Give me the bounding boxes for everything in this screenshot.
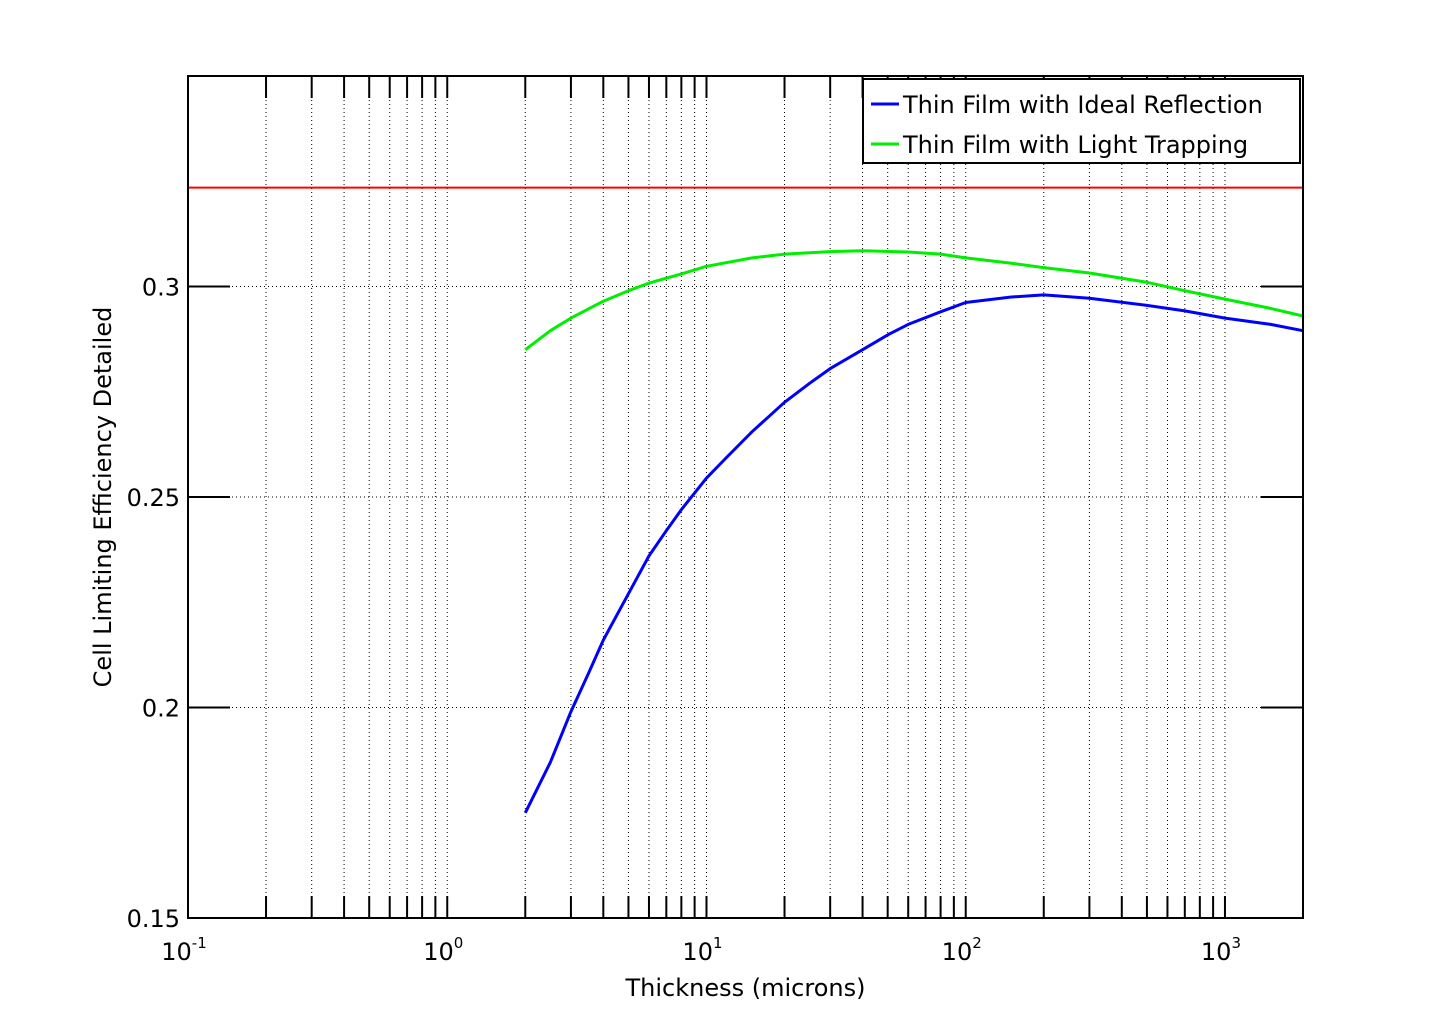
data-layer [188, 186, 1304, 814]
y-tick-label: 0.2 [142, 695, 180, 723]
grid-layer [188, 76, 1303, 918]
x-tick-label: 101 [682, 934, 722, 966]
y-tick-label: 0.25 [127, 484, 180, 512]
x-tick-label: 103 [1201, 934, 1241, 966]
legend-box [862, 78, 1301, 164]
series-line-1 [524, 249, 1304, 351]
legend-label-light-trapping: Thin Film with Light Trapping [902, 131, 1248, 159]
x-axis-title: Thickness (microns) [625, 974, 866, 1002]
x-tick-label: 100 [423, 934, 463, 966]
y-axis-title: Cell Limiting Efficiency Detailed [89, 307, 117, 688]
legend-label-ideal-reflection: Thin Film with Ideal Reflection [902, 91, 1263, 119]
legend: Thin Film with Ideal Reflection Thin Fil… [862, 78, 1301, 164]
plot-area-frame [187, 75, 1304, 919]
x-tick-label: 10-1 [161, 934, 207, 966]
y-tick-label: 0.15 [127, 905, 180, 933]
x-tick-label: 102 [942, 934, 982, 966]
tick-label-layer: 0.15 0.2 0.25 0.3 10-1 100 101 102 103 [127, 274, 1241, 967]
y-tick-label: 0.3 [142, 274, 180, 302]
series-line-0 [523, 293, 1304, 814]
